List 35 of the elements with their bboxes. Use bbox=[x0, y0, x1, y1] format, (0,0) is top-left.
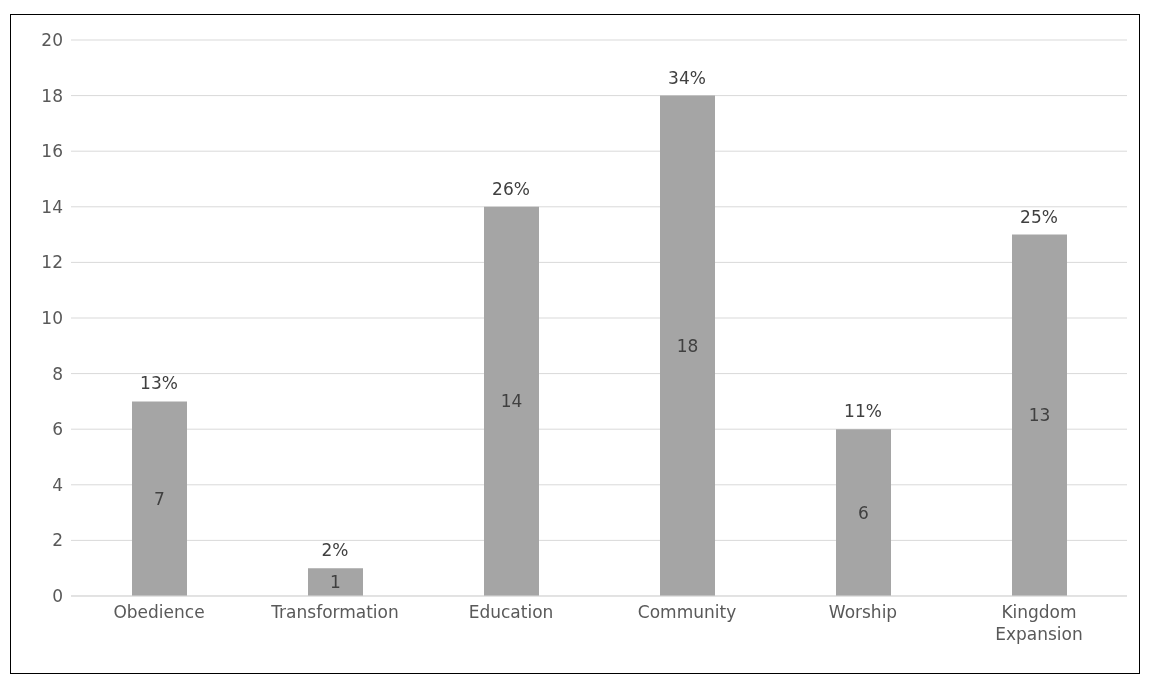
bar bbox=[132, 401, 187, 596]
data-label: 14 bbox=[500, 391, 523, 412]
y-tick-label: 4 bbox=[52, 474, 63, 495]
annotation: 26% bbox=[492, 178, 530, 199]
annotation: 25% bbox=[1020, 206, 1058, 227]
y-tick-label: 16 bbox=[41, 141, 63, 162]
bar bbox=[308, 568, 363, 596]
x-tick-label: Community bbox=[637, 602, 737, 622]
y-tick-label: 6 bbox=[52, 419, 63, 440]
y-tick-label: 10 bbox=[41, 308, 63, 329]
y-tick-label: 20 bbox=[41, 30, 63, 51]
data-label: 7 bbox=[154, 488, 165, 509]
bar bbox=[836, 429, 891, 596]
x-tick-label: Worship bbox=[828, 602, 898, 622]
x-tick-label: Education bbox=[468, 602, 554, 622]
bar bbox=[660, 95, 715, 596]
bar bbox=[484, 206, 539, 596]
data-label: 18 bbox=[676, 335, 699, 356]
y-tick-label: 8 bbox=[52, 363, 63, 384]
annotation: 11% bbox=[844, 401, 882, 422]
y-tick-label: 0 bbox=[52, 586, 63, 607]
data-label: 13 bbox=[1028, 405, 1051, 426]
x-tick-label: Transformation bbox=[270, 602, 399, 622]
data-label: 1 bbox=[330, 572, 341, 593]
x-tick-label: Obedience bbox=[113, 602, 205, 622]
annotation: 34% bbox=[668, 67, 706, 88]
bar bbox=[1012, 234, 1067, 596]
y-tick-label: 18 bbox=[41, 85, 63, 106]
annotation: 13% bbox=[140, 373, 178, 394]
y-tick-label: 2 bbox=[52, 530, 63, 551]
annotation: 2% bbox=[321, 540, 349, 561]
x-tick-label: Kingdom Expansion bbox=[995, 602, 1083, 644]
y-tick-label: 12 bbox=[41, 252, 63, 273]
y-tick-label: 14 bbox=[41, 196, 63, 217]
data-label: 6 bbox=[858, 502, 869, 523]
